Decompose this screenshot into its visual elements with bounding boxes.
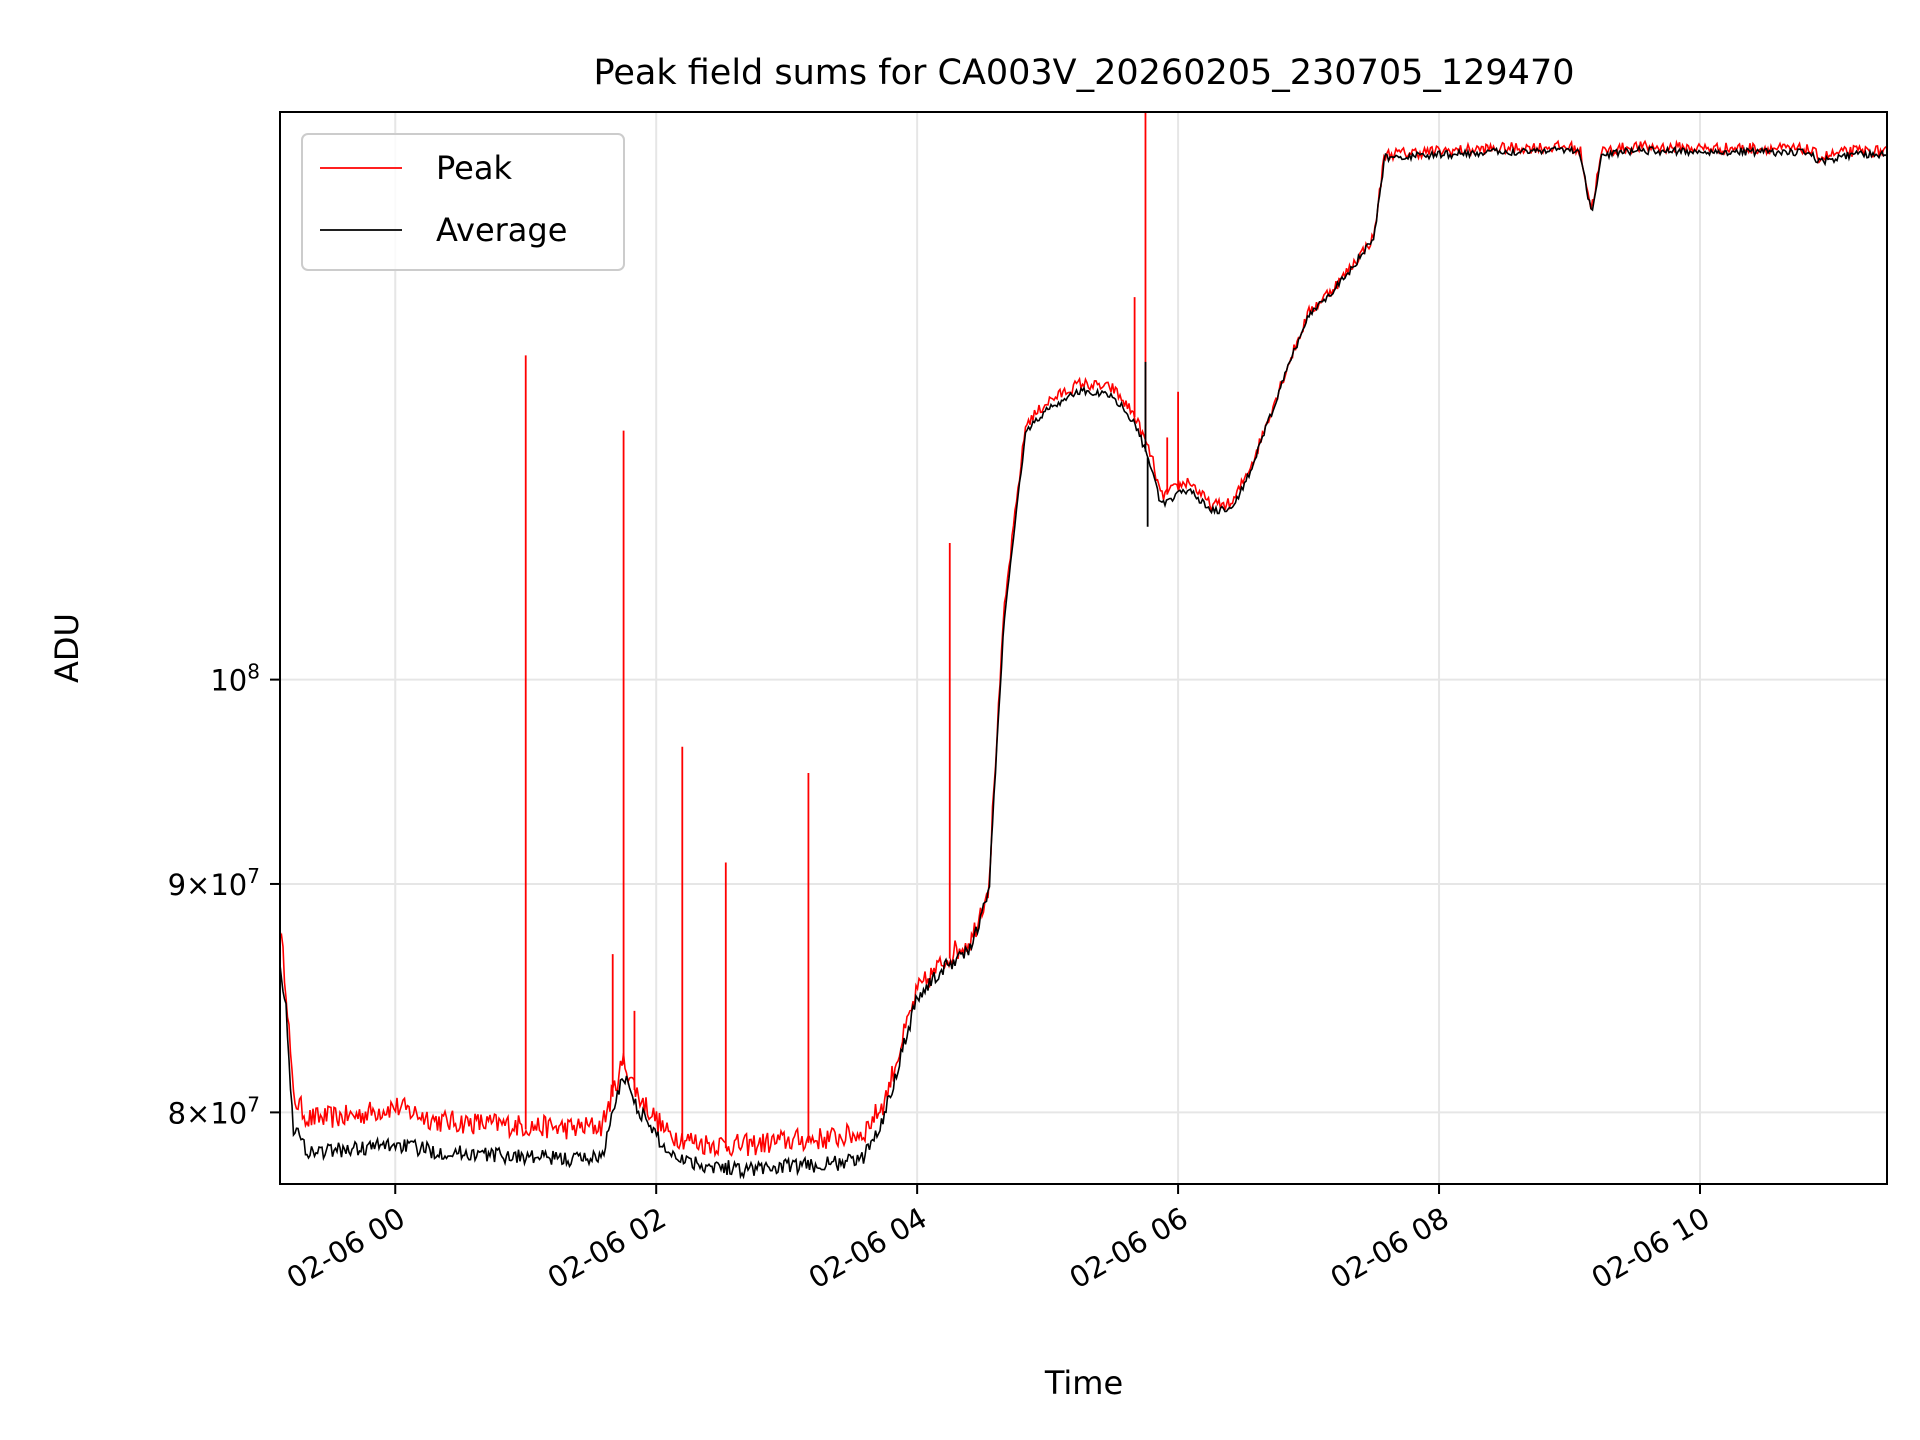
legend: Peak Average bbox=[301, 133, 625, 271]
series-line-average bbox=[280, 144, 1887, 1180]
y-tick-label: 9×107 bbox=[168, 864, 260, 902]
legend-label-average: Average bbox=[436, 211, 567, 249]
x-axis-label: Time bbox=[1044, 1364, 1123, 1402]
y-axis-label: ADU bbox=[48, 613, 86, 683]
grid bbox=[280, 112, 1887, 1184]
series-lines bbox=[280, 112, 1887, 1180]
series-line-peak bbox=[280, 139, 1887, 1158]
chart-title: Peak field sums for CA003V_20260205_2307… bbox=[594, 53, 1575, 93]
plot-frame bbox=[279, 111, 1888, 1185]
legend-label-peak: Peak bbox=[436, 149, 512, 187]
y-tick-label: 8×107 bbox=[168, 1092, 260, 1130]
